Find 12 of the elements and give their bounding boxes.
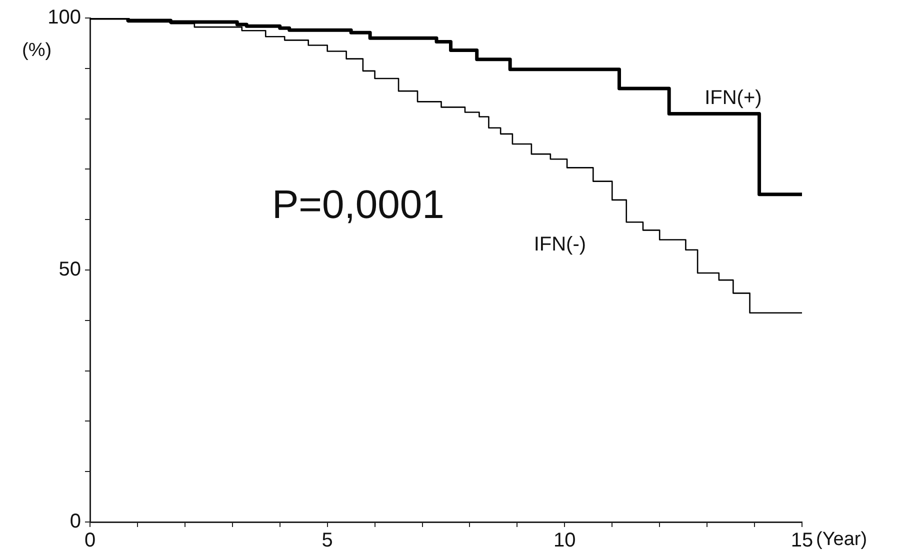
y-axis-title: (%)	[22, 40, 52, 62]
annotation: P=0,0001	[272, 183, 444, 228]
text: IFN(-)	[534, 233, 586, 256]
x-tick-label: 15	[790, 530, 814, 552]
x-tick-label: 5	[322, 530, 333, 552]
series-label: IFN(+)	[704, 87, 762, 110]
y-tick-label: 50	[58, 258, 81, 281]
y-tick-label: 100	[48, 6, 81, 29]
y-tick-label: 0	[70, 510, 81, 533]
x-axis-title: (Year)	[816, 529, 868, 550]
x-tick-label: 10	[554, 530, 576, 552]
x-tick-label: 0	[84, 530, 96, 552]
